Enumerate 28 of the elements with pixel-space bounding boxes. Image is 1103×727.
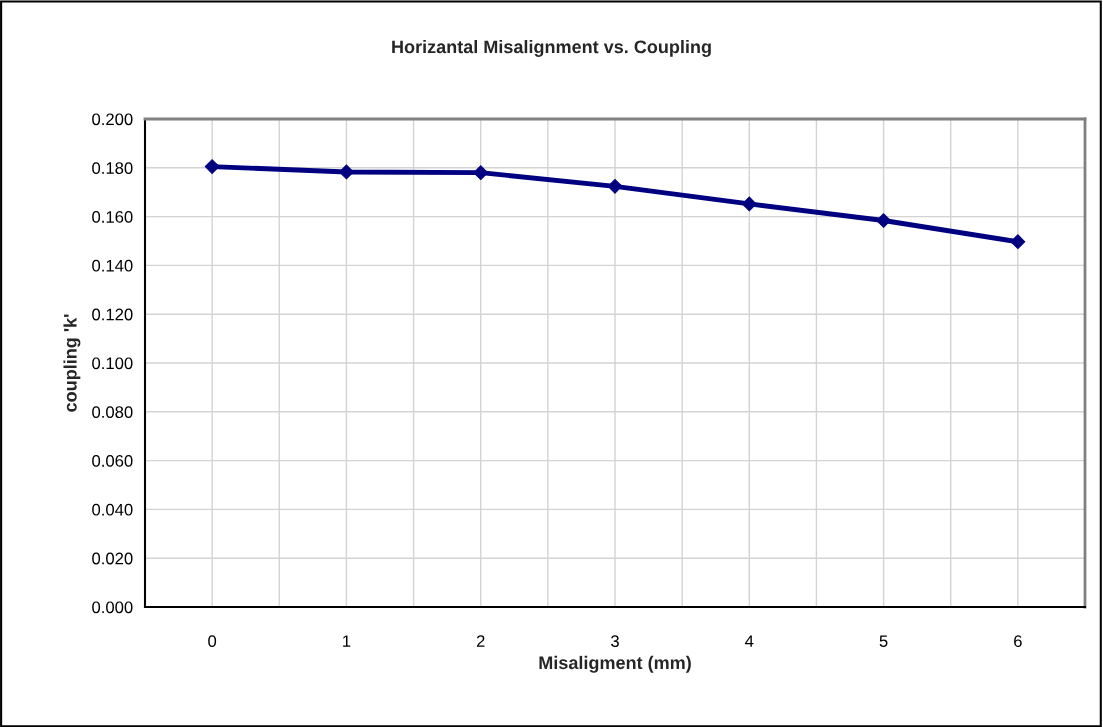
y-tick-label: 0.140 (92, 259, 133, 272)
y-tick-label: 0.020 (92, 552, 133, 565)
point (1010, 234, 1026, 250)
x-tick-label: 1 (343, 635, 351, 647)
y-tick-label: 0.200 (92, 113, 133, 126)
x-axis-title: Misaligment (mm) (539, 655, 691, 673)
y-tick-label: 0.040 (92, 503, 133, 516)
y-tick-label: 0.180 (92, 162, 133, 174)
point (741, 196, 757, 212)
chart-title: Horizantal Misalignment vs. Coupling (392, 40, 711, 57)
y-tick-label: 0.060 (92, 455, 133, 467)
point (339, 164, 354, 180)
y-tick-label: 0.000 (92, 601, 133, 614)
y-tick-label: 0.080 (92, 406, 133, 418)
x-tick-label: 3 (611, 635, 619, 648)
x-tick-label: 4 (745, 635, 754, 647)
x-tick-label: 6 (1014, 635, 1022, 648)
point (204, 159, 220, 174)
y-tick-label: 0.120 (92, 308, 133, 321)
point (473, 165, 489, 181)
y-axis-title: coupling 'k' (63, 314, 81, 412)
x-tick-label: 5 (879, 635, 888, 648)
y-tick-label: 0.160 (92, 211, 133, 223)
point (876, 213, 891, 228)
y-tick-label: 0.100 (92, 357, 133, 370)
x-tick-label: 2 (476, 635, 485, 647)
x-tick-label: 0 (208, 635, 217, 648)
point (607, 178, 623, 194)
